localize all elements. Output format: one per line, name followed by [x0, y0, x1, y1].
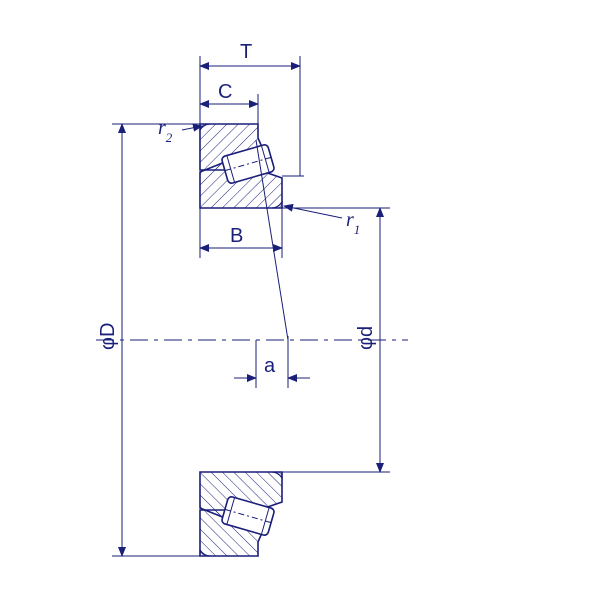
bottom-section [200, 472, 282, 556]
label-T: T [240, 41, 252, 63]
label-r2: r [158, 117, 166, 139]
label-r1: r [346, 209, 354, 231]
svg-text:r1: r1 [346, 209, 360, 237]
top-section [200, 124, 282, 208]
label-C: C [218, 81, 232, 103]
bearing-diagram: T C r2 B r1 a φD [0, 0, 600, 600]
svg-text:r2: r2 [158, 117, 173, 145]
label-a: a [264, 355, 276, 377]
dim-phiD: φD [97, 124, 200, 556]
dim-a: a [234, 336, 310, 388]
label-phiD: φD [97, 323, 119, 350]
dim-r2: r2 [158, 117, 202, 145]
label-B: B [230, 225, 243, 247]
dim-C: C [200, 81, 258, 124]
label-r2-sub: 2 [166, 130, 173, 145]
label-phid: φd [355, 326, 377, 350]
dim-B: B [200, 208, 282, 258]
dim-r1: r1 [284, 206, 360, 237]
label-r1-sub: 1 [354, 222, 361, 237]
